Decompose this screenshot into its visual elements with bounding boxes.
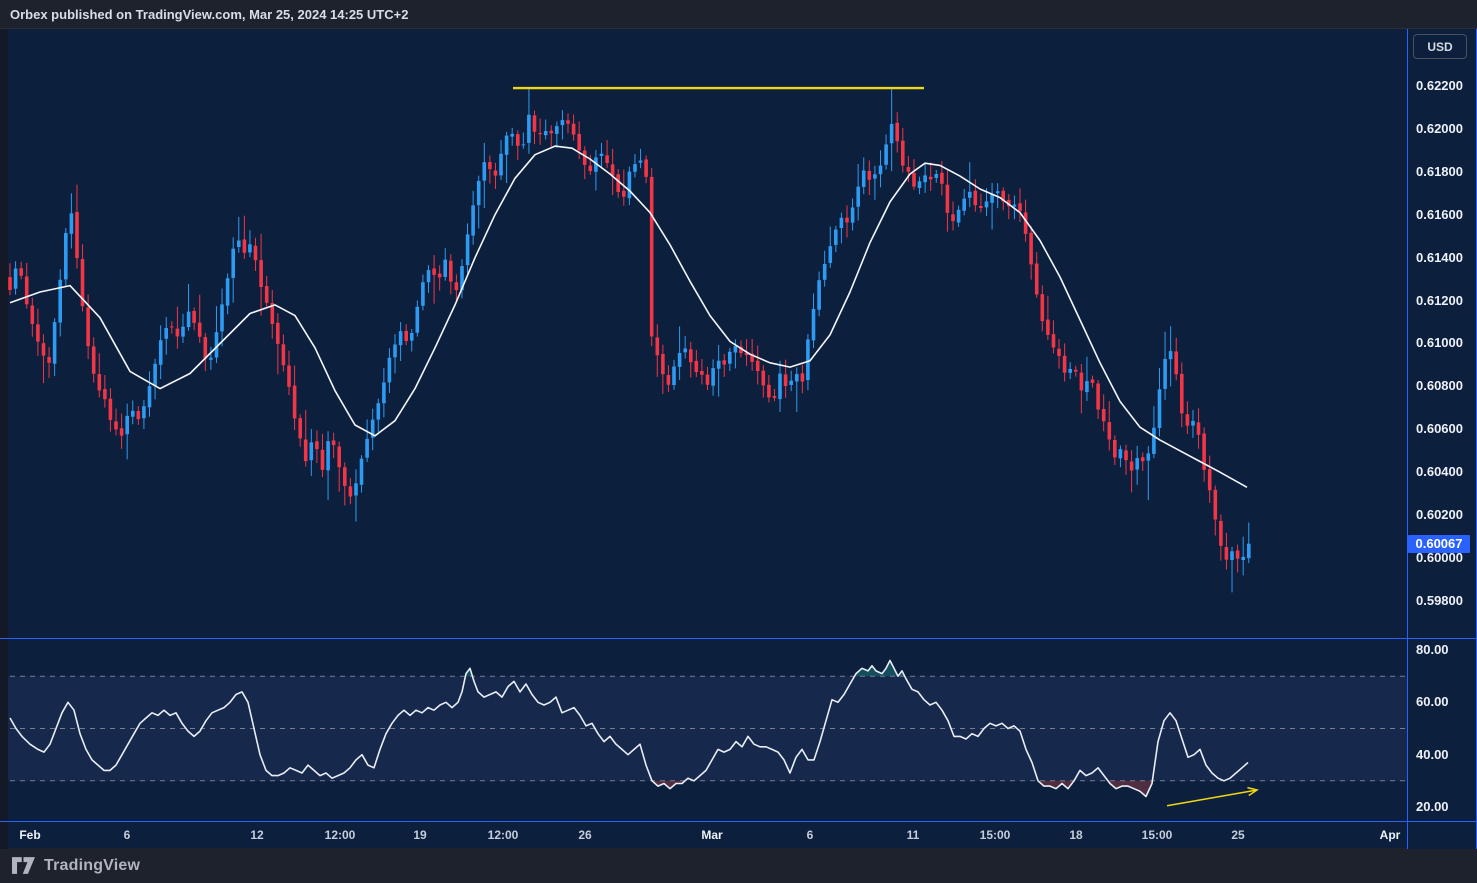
time-tick-label: 12:00	[324, 828, 356, 842]
time-tick-label: 25	[1231, 828, 1245, 842]
price-axis[interactable]: USD 0.60067 0.62200 0.62000 0.61800 0.61600…	[1407, 29, 1477, 849]
time-axis-separator[interactable]	[0, 821, 1477, 822]
candle-wicks-layer	[9, 88, 1250, 593]
tradingview-logo-link[interactable]: TradingView	[12, 857, 140, 875]
price-tick-label: 0.60200	[1416, 507, 1463, 522]
currency-toggle-button[interactable]: USD	[1413, 34, 1467, 59]
price-pane-candlestick-chart[interactable]	[0, 29, 1407, 638]
moving-average-line	[9, 145, 1248, 488]
price-tick-label: 0.60600	[1416, 421, 1463, 436]
rsi-overbought-fill	[465, 668, 473, 677]
price-tick-label: 0.60800	[1416, 378, 1463, 393]
rsi-tick-label: 20.00	[1416, 799, 1449, 814]
price-tick-label: 0.62200	[1416, 78, 1463, 93]
time-tick-label: 12:00	[487, 828, 519, 842]
rsi-oversold-fill	[1108, 780, 1153, 797]
rsi-tick-label: 80.00	[1416, 642, 1449, 657]
time-tick-label: 6	[806, 828, 814, 842]
time-tick-label: Feb	[19, 828, 41, 842]
time-axis[interactable]: Feb 6 12 12:00 19 12:00 26 Mar 6 11 15:00 18 15:00 25…	[0, 821, 1407, 849]
rsi-tick-label: 40.00	[1416, 747, 1449, 762]
left-gutter	[0, 29, 8, 849]
attribution-bar: Orbex published on TradingView.com, Mar …	[0, 0, 1477, 28]
footer-bar: TradingView	[0, 848, 1477, 883]
rsi-tick-label: 60.00	[1416, 694, 1449, 709]
time-tick-label: 6	[123, 828, 131, 842]
price-tick-label: 0.60000	[1416, 550, 1463, 565]
chart-panes[interactable]: Feb 6 12 12:00 19 12:00 26 Mar 6 11 15:00 18 15:00 25…	[0, 29, 1407, 849]
time-tick-label: 12	[250, 828, 264, 842]
price-tick-label: 0.59800	[1416, 593, 1463, 608]
tradingview-logo-icon	[12, 857, 35, 874]
time-tick-label: Apr	[1379, 828, 1401, 842]
time-tick-label: Mar	[701, 828, 723, 842]
rsi-line	[9, 659, 1249, 798]
price-tick-label: 0.61800	[1416, 164, 1463, 179]
time-tick-label: 19	[413, 828, 427, 842]
price-tick-label: 0.61400	[1416, 250, 1463, 265]
price-tick-label: 0.61000	[1416, 335, 1463, 350]
rsi-trend-arrow	[1166, 789, 1258, 807]
price-tick-label: 0.62000	[1416, 121, 1463, 136]
price-tick-label: 0.61200	[1416, 293, 1463, 308]
time-tick-label: 26	[578, 828, 592, 842]
rsi-overbought-fill	[854, 660, 905, 677]
time-tick-label: 15:00	[1141, 828, 1173, 842]
price-tick-label: 0.60400	[1416, 464, 1463, 479]
time-tick-label: 11	[906, 828, 920, 842]
rsi-indicator-pane[interactable]	[0, 638, 1407, 821]
attribution-text: Orbex published on TradingView.com, Mar …	[10, 6, 409, 22]
current-price-badge: 0.60067	[1408, 535, 1470, 553]
chart-area: Feb 6 12 12:00 19 12:00 26 Mar 6 11 15:00 18 15:00 25…	[0, 28, 1477, 849]
price-tick-label: 0.61600	[1416, 207, 1463, 222]
time-tick-label: 15:00	[979, 828, 1011, 842]
brand-text: TradingView	[44, 856, 141, 874]
pane-separator[interactable]	[0, 638, 1477, 639]
candle-bodies-layer	[8, 114, 1251, 561]
rsi-oversold-fill	[1038, 780, 1074, 789]
rsi-arrow-head	[1247, 786, 1259, 797]
time-tick-label: 18	[1069, 828, 1083, 842]
